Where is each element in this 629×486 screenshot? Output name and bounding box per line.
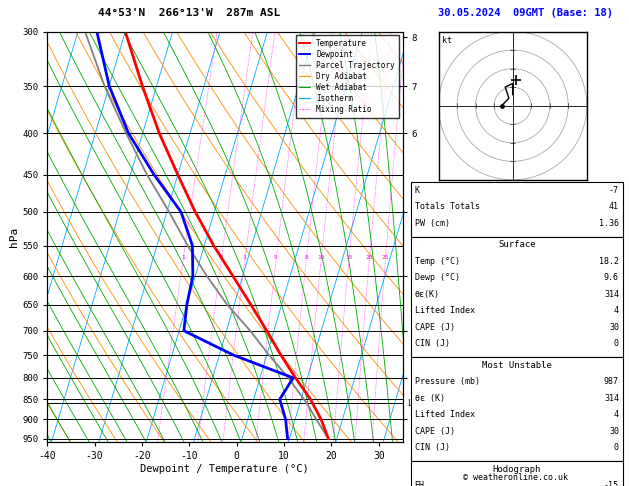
Text: 8: 8 xyxy=(304,255,308,260)
Text: CIN (J): CIN (J) xyxy=(415,339,450,348)
Text: 4: 4 xyxy=(614,306,619,315)
Text: 4: 4 xyxy=(614,410,619,419)
Text: © weatheronline.co.uk: © weatheronline.co.uk xyxy=(464,473,568,482)
Text: 20: 20 xyxy=(365,255,373,260)
Text: 987: 987 xyxy=(604,377,619,386)
Text: Lifted Index: Lifted Index xyxy=(415,306,474,315)
Text: LCL: LCL xyxy=(403,399,423,408)
Text: 44°53'N  266°13'W  287m ASL: 44°53'N 266°13'W 287m ASL xyxy=(97,8,280,17)
Text: 30: 30 xyxy=(609,427,619,436)
Text: Totals Totals: Totals Totals xyxy=(415,202,479,211)
Legend: Temperature, Dewpoint, Parcel Trajectory, Dry Adiabat, Wet Adiabat, Isotherm, Mi: Temperature, Dewpoint, Parcel Trajectory… xyxy=(296,35,399,118)
Text: 15: 15 xyxy=(345,255,352,260)
Text: 314: 314 xyxy=(604,394,619,403)
Text: -15: -15 xyxy=(604,481,619,486)
Text: CIN (J): CIN (J) xyxy=(415,443,450,452)
Text: 30: 30 xyxy=(609,323,619,332)
Text: 25: 25 xyxy=(382,255,389,260)
Text: 5: 5 xyxy=(274,255,278,260)
Text: 0: 0 xyxy=(614,339,619,348)
Text: 0: 0 xyxy=(614,443,619,452)
Y-axis label: hPa: hPa xyxy=(9,227,19,247)
Text: CAPE (J): CAPE (J) xyxy=(415,323,455,332)
Text: 30.05.2024  09GMT (Base: 18): 30.05.2024 09GMT (Base: 18) xyxy=(438,8,613,17)
Y-axis label: km
ASL: km ASL xyxy=(428,227,445,246)
Text: 3: 3 xyxy=(243,255,247,260)
Text: EH: EH xyxy=(415,481,425,486)
Text: 1.36: 1.36 xyxy=(599,219,619,228)
Text: Temp (°C): Temp (°C) xyxy=(415,257,460,266)
Text: 9.6: 9.6 xyxy=(604,273,619,282)
Text: K: K xyxy=(415,186,420,195)
Text: kt: kt xyxy=(442,35,452,45)
Text: Lifted Index: Lifted Index xyxy=(415,410,474,419)
Text: Surface: Surface xyxy=(498,240,535,249)
Text: θε(K): θε(K) xyxy=(415,290,440,299)
Text: 18.2: 18.2 xyxy=(599,257,619,266)
Text: PW (cm): PW (cm) xyxy=(415,219,450,228)
Text: Mixing Ratio (g/kg): Mixing Ratio (g/kg) xyxy=(430,193,439,281)
Text: 41: 41 xyxy=(609,202,619,211)
Text: θε (K): θε (K) xyxy=(415,394,445,403)
Text: Dewp (°C): Dewp (°C) xyxy=(415,273,460,282)
Text: Hodograph: Hodograph xyxy=(493,465,541,474)
Text: Pressure (mb): Pressure (mb) xyxy=(415,377,479,386)
Text: 1: 1 xyxy=(181,255,185,260)
Text: 2: 2 xyxy=(220,255,223,260)
X-axis label: Dewpoint / Temperature (°C): Dewpoint / Temperature (°C) xyxy=(140,464,309,474)
Text: CAPE (J): CAPE (J) xyxy=(415,427,455,436)
Text: 314: 314 xyxy=(604,290,619,299)
Text: -7: -7 xyxy=(609,186,619,195)
Text: Most Unstable: Most Unstable xyxy=(482,361,552,370)
Text: 10: 10 xyxy=(317,255,325,260)
